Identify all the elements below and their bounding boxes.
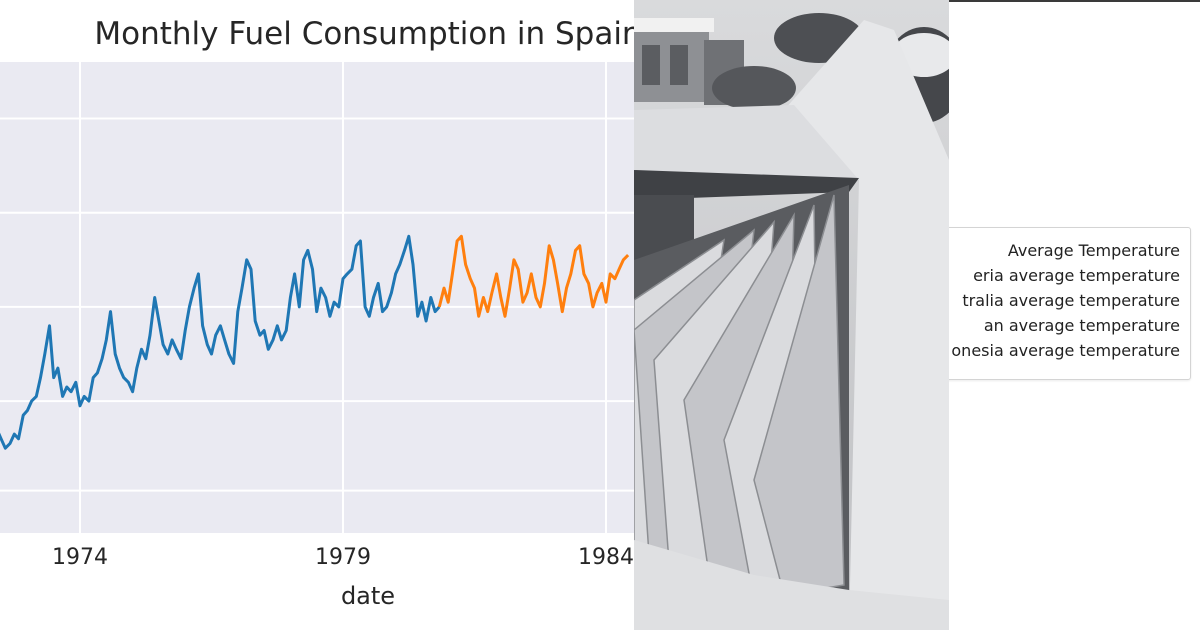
chart-title: Monthly Fuel Consumption in Spain bbox=[94, 16, 634, 52]
series-line-blue bbox=[0, 234, 441, 450]
legend-item: an average temperature bbox=[983, 316, 1180, 335]
legend-item: eria average temperature bbox=[973, 266, 1180, 285]
series-line-orange bbox=[437, 234, 630, 318]
snow-stairs-illustration bbox=[634, 0, 949, 630]
plot-area bbox=[0, 62, 634, 533]
x-tick-label: 1979 bbox=[315, 545, 371, 570]
building-window bbox=[670, 45, 688, 85]
stair-steps bbox=[634, 194, 845, 630]
legend-item: tralia average temperature bbox=[962, 291, 1180, 310]
building-window bbox=[642, 45, 660, 85]
fuel-consumption-chart: Monthly Fuel Consumption in Spain 1974 19… bbox=[0, 16, 634, 610]
legend-item: onesia average temperature bbox=[951, 341, 1180, 360]
snow-path bbox=[784, 20, 949, 630]
x-tick-label: 1974 bbox=[52, 545, 108, 570]
snow-plateau bbox=[634, 105, 859, 180]
legend-box: Average Temperature eria average tempera… bbox=[949, 227, 1191, 380]
stair-step bbox=[753, 194, 845, 596]
snowy-stairs-photo bbox=[634, 0, 949, 630]
chart-panel: Monthly Fuel Consumption in Spain 1974 19… bbox=[0, 16, 634, 610]
x-tick-labels: 1974 1979 1984 bbox=[52, 545, 634, 570]
retaining-wall bbox=[634, 170, 859, 200]
top-border bbox=[949, 0, 1200, 2]
legend-panel: Average Temperature eria average tempera… bbox=[949, 0, 1200, 630]
x-axis-label: date bbox=[341, 582, 395, 610]
legend-title: Average Temperature bbox=[1007, 241, 1180, 260]
series-lines bbox=[0, 234, 630, 450]
rock bbox=[712, 66, 796, 110]
snow-ground bbox=[634, 540, 949, 630]
x-tick-label: 1984 bbox=[578, 545, 634, 570]
building-roof bbox=[634, 18, 714, 32]
